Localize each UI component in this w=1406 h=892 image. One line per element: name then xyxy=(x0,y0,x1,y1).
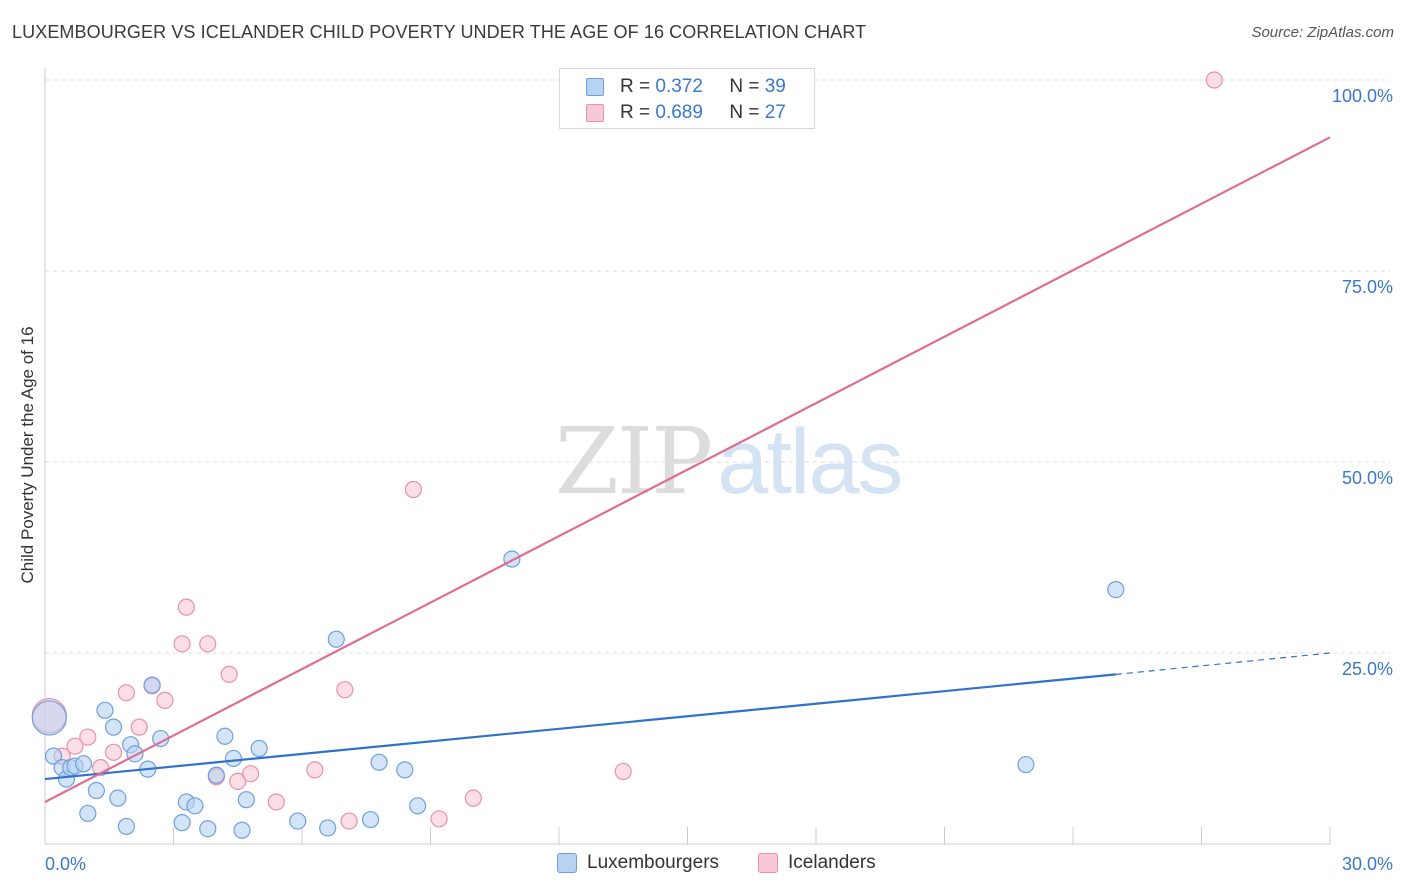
luxembourgers-point xyxy=(109,789,127,807)
legend-row-luxembourgers: R = 0.372 N = 39 xyxy=(586,75,786,99)
icelanders-point xyxy=(156,691,174,709)
luxembourgers-point xyxy=(143,676,161,694)
luxembourgers-point xyxy=(327,630,345,648)
legend-swatch-icelanders xyxy=(758,853,778,873)
x-tick-label-min: 0.0% xyxy=(45,854,86,874)
luxembourgers-point xyxy=(224,749,243,768)
luxembourgers-point xyxy=(319,819,337,837)
icelanders-point xyxy=(306,761,324,779)
icelanders-point xyxy=(220,665,238,683)
legend-label-luxembourgers: Luxembourgers xyxy=(587,852,720,873)
legend-n-value: 39 xyxy=(764,76,786,97)
luxembourgers-point xyxy=(104,718,123,736)
series-legend: Luxembourgers Icelanders xyxy=(0,852,1406,876)
x-tick-label-max: 30.0% xyxy=(1342,854,1393,874)
luxembourgers-point xyxy=(370,753,388,771)
luxembourgers-point xyxy=(31,700,67,736)
icelanders-point xyxy=(242,765,260,783)
luxembourgers-point xyxy=(289,812,307,830)
luxembourgers-point xyxy=(173,814,191,832)
icelanders-point xyxy=(340,812,358,830)
y-tick-label: 100.0% xyxy=(1332,86,1393,106)
tick-labels: 25.0% 50.0% 75.0% 100.0% 0.0% 30.0% xyxy=(45,86,1393,874)
legend-n-label: N = xyxy=(729,102,760,123)
legend-item-luxembourgers[interactable]: Luxembourgers xyxy=(557,852,719,874)
legend-r-value: 0.372 xyxy=(655,76,703,97)
luxembourgers-point xyxy=(1017,755,1035,774)
axes xyxy=(44,68,1331,845)
chart-title: LUXEMBOURGER VS ICELANDER CHILD POVERTY … xyxy=(12,22,867,42)
y-tick-label: 25.0% xyxy=(1342,659,1393,679)
icelanders-point xyxy=(464,789,482,807)
luxembourgers-point xyxy=(79,804,97,823)
luxembourgers-point xyxy=(233,821,251,839)
icelanders-point xyxy=(1205,71,1223,89)
luxembourgers-point xyxy=(74,755,93,773)
icelanders-point xyxy=(79,728,97,746)
correlation-legend: R = 0.372 N = 39 R = 0.689 N = 27 xyxy=(559,68,815,129)
icelanders-point xyxy=(104,743,123,761)
luxembourgers-point xyxy=(207,766,225,784)
icelanders-point xyxy=(199,635,217,653)
luxembourgers-point xyxy=(96,701,114,719)
source-label: Source: ZipAtlas.com xyxy=(1251,24,1394,41)
y-tick-label: 50.0% xyxy=(1342,468,1393,488)
luxembourgers-point xyxy=(396,761,414,779)
luxembourgers-point xyxy=(117,817,135,836)
luxembourgers-point xyxy=(503,550,521,568)
icelanders-point xyxy=(614,762,632,781)
luxembourgers-point xyxy=(186,797,204,815)
legend-r-label: R = xyxy=(620,102,651,123)
legend-row-icelanders: R = 0.689 N = 27 xyxy=(586,101,786,125)
icelanders-point xyxy=(336,681,354,699)
legend-n-label: N = xyxy=(729,76,760,97)
legend-swatch-icelanders xyxy=(586,104,604,122)
legend-swatch-luxembourgers xyxy=(586,78,604,96)
y-tick-label: 75.0% xyxy=(1342,277,1393,297)
luxembourgers-points xyxy=(31,550,1125,839)
icelanders-point xyxy=(177,598,195,616)
luxembourgers-trend-extension xyxy=(1115,652,1331,675)
luxembourgers-point xyxy=(1107,580,1125,599)
luxembourgers-point xyxy=(216,727,234,745)
legend-item-icelanders[interactable]: Icelanders xyxy=(758,852,876,874)
icelanders-point xyxy=(430,810,448,828)
icelanders-point xyxy=(66,737,84,755)
luxembourgers-point xyxy=(361,810,380,829)
luxembourgers-point xyxy=(237,791,255,809)
legend-swatch-luxembourgers xyxy=(557,853,577,873)
luxembourgers-trend-line xyxy=(44,673,1116,781)
legend-r-value: 0.689 xyxy=(655,102,703,123)
luxembourgers-point xyxy=(87,781,106,800)
luxembourgers-point xyxy=(199,820,217,838)
icelanders-point xyxy=(130,718,148,736)
icelanders-point xyxy=(117,684,135,702)
icelanders-point xyxy=(404,480,422,499)
luxembourgers-point xyxy=(250,739,268,758)
legend-r-label: R = xyxy=(620,76,651,97)
luxembourgers-point xyxy=(44,747,63,765)
gridlines xyxy=(45,79,1390,654)
icelanders-trend-line xyxy=(44,136,1331,803)
trend-lines xyxy=(44,136,1331,803)
icelanders-point xyxy=(267,793,285,811)
legend-n-value: 27 xyxy=(764,102,786,123)
luxembourgers-point xyxy=(409,797,427,815)
icelanders-point xyxy=(173,635,191,653)
legend-label-icelanders: Icelanders xyxy=(788,852,876,873)
icelanders-point xyxy=(229,772,247,790)
